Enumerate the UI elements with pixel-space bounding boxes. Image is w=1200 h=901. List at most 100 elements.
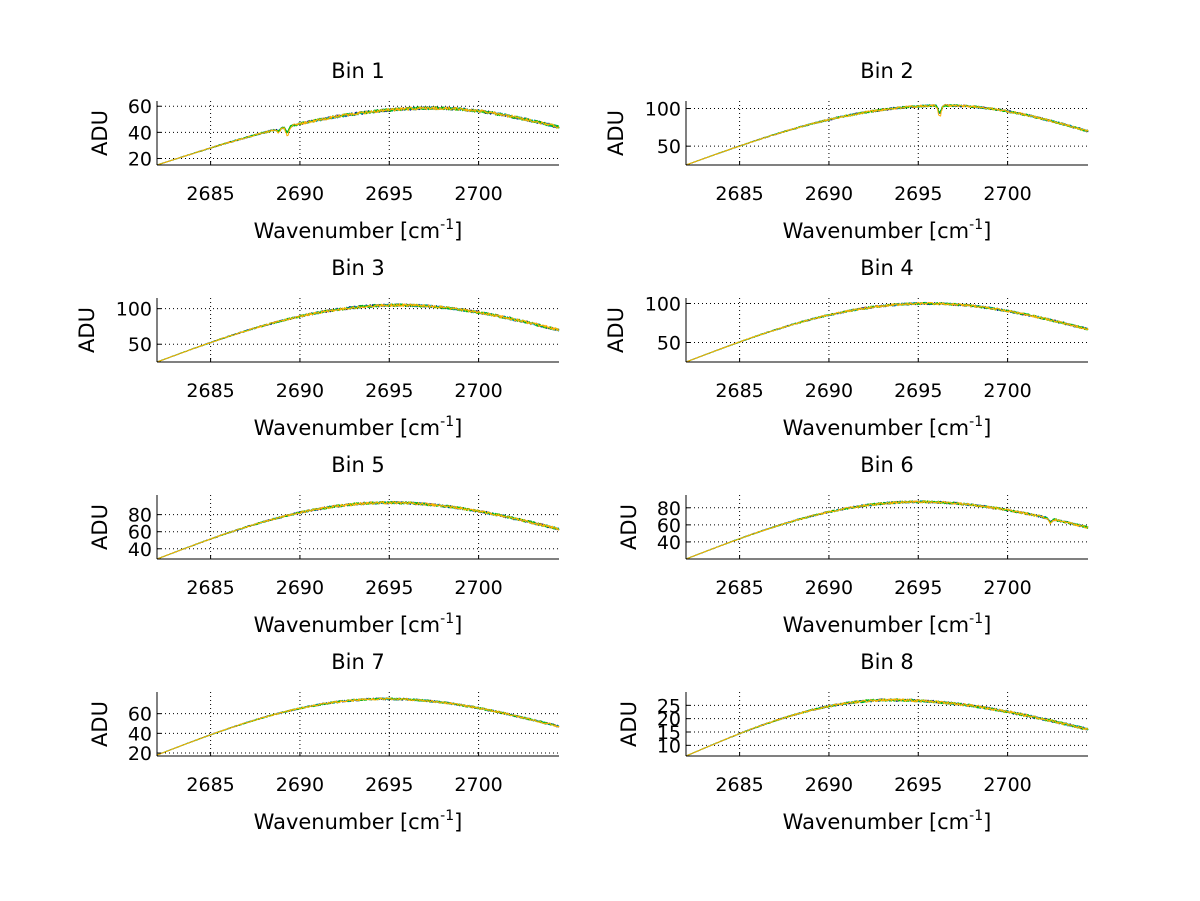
x-axis-label: Wavenumber [cm-1] — [254, 414, 463, 440]
y-tick-label: 20 — [128, 148, 152, 170]
x-tick-label: 2695 — [894, 577, 942, 599]
series-line-3 — [156, 500, 560, 560]
x-tick-label: 2700 — [983, 183, 1031, 205]
subplot-title: Bin 7 — [331, 650, 385, 674]
series-line-3 — [156, 106, 560, 166]
series-line-3 — [685, 301, 1089, 363]
series-line-1 — [685, 103, 1089, 166]
subplot-bin-4: 2685 2690 2695 2700 50 100 Bin 4 Wavenumber [cm… — [604, 256, 1089, 440]
series-line-4 — [156, 106, 560, 166]
subplot-bin-2: 2685 2690 2695 2700 50 100 Bin 2 Wavenumber [cm… — [604, 59, 1089, 243]
subplot-bin-3: 2685 2690 2695 2700 50 100 Bin 3 Wavenumber [cm… — [75, 256, 560, 440]
y-axis-label: ADU — [88, 504, 112, 550]
y-tick-label: 20 — [657, 709, 681, 731]
y-tick-label: 50 — [128, 334, 152, 356]
x-tick-label: 2695 — [894, 774, 942, 796]
x-tick-label: 2690 — [805, 183, 853, 205]
x-axis-label: Wavenumber [cm-1] — [254, 611, 463, 637]
series-line-4 — [156, 500, 560, 560]
series-line-3 — [685, 698, 1089, 757]
series-line-2 — [685, 301, 1089, 363]
series-line-2 — [685, 698, 1089, 757]
y-axis-label: ADU — [604, 110, 628, 156]
x-tick-label: 2685 — [715, 380, 763, 402]
y-tick-label: 10 — [657, 735, 681, 757]
y-tick-label: 40 — [128, 723, 152, 745]
x-tick-label: 2685 — [715, 774, 763, 796]
subplot-title: Bin 5 — [331, 453, 385, 477]
y-tick-label: 20 — [128, 743, 152, 765]
series-line-3 — [685, 500, 1089, 560]
y-axis-label: ADU — [617, 701, 641, 747]
x-tick-label: 2695 — [365, 774, 413, 796]
y-tick-label: 60 — [657, 515, 681, 537]
x-tick-label: 2700 — [454, 774, 502, 796]
y-axis-label: ADU — [604, 307, 628, 353]
x-tick-label: 2690 — [276, 577, 324, 599]
x-tick-label: 2690 — [805, 380, 853, 402]
x-tick-label: 2700 — [454, 380, 502, 402]
y-tick-label: 60 — [128, 522, 152, 544]
series-line-3 — [156, 303, 560, 363]
x-axis-label: Wavenumber [cm-1] — [783, 414, 992, 440]
subplot-title: Bin 4 — [860, 256, 914, 280]
subplot-title: Bin 2 — [860, 59, 914, 83]
series-line-4 — [685, 698, 1089, 757]
y-axis-label: ADU — [75, 307, 99, 353]
x-tick-label: 2695 — [894, 183, 942, 205]
x-axis-label: Wavenumber [cm-1] — [783, 808, 992, 834]
x-tick-label: 2700 — [983, 577, 1031, 599]
y-axis-label: ADU — [88, 110, 112, 156]
y-tick-label: 100 — [645, 293, 681, 315]
x-tick-label: 2700 — [454, 577, 502, 599]
y-tick-label: 50 — [657, 332, 681, 354]
series-line-3 — [685, 104, 1089, 166]
series-line-4 — [156, 303, 560, 363]
x-tick-label: 2690 — [276, 380, 324, 402]
y-tick-label: 80 — [657, 498, 681, 520]
x-tick-label: 2695 — [365, 577, 413, 599]
x-axis-label: Wavenumber [cm-1] — [254, 808, 463, 834]
series-line-4 — [685, 500, 1089, 560]
x-tick-label: 2690 — [276, 183, 324, 205]
x-tick-label: 2700 — [983, 380, 1031, 402]
x-tick-label: 2690 — [276, 774, 324, 796]
series-line-2 — [156, 697, 560, 756]
series-line-1 — [156, 697, 560, 756]
y-tick-label: 100 — [645, 99, 681, 121]
y-tick-label: 15 — [657, 722, 681, 744]
x-tick-label: 2695 — [365, 183, 413, 205]
x-tick-label: 2695 — [894, 380, 942, 402]
x-tick-label: 2685 — [715, 183, 763, 205]
series-line-1 — [685, 698, 1089, 757]
y-tick-label: 80 — [128, 505, 152, 527]
x-axis-label: Wavenumber [cm-1] — [254, 217, 463, 243]
y-tick-label: 60 — [128, 96, 152, 118]
series-line-1 — [685, 500, 1089, 560]
subplot-title: Bin 6 — [860, 453, 914, 477]
x-tick-label: 2690 — [805, 577, 853, 599]
subplot-bin-1: 2685 2690 2695 2700 20 40 60 Bin 1 Wavenumber [c… — [88, 59, 560, 243]
series-line-2 — [156, 303, 560, 363]
subplot-title: Bin 3 — [331, 256, 385, 280]
series-line-1 — [156, 501, 560, 560]
series-line-2 — [685, 500, 1089, 560]
x-tick-label: 2685 — [186, 380, 234, 402]
x-tick-label: 2685 — [186, 577, 234, 599]
series-line-1 — [156, 303, 560, 363]
y-tick-label: 40 — [128, 539, 152, 561]
y-tick-label: 25 — [657, 695, 681, 717]
series-line-4 — [685, 301, 1089, 363]
x-tick-label: 2700 — [454, 183, 502, 205]
subplot-title: Bin 8 — [860, 650, 914, 674]
series-line-2 — [685, 104, 1089, 166]
x-tick-label: 2700 — [983, 774, 1031, 796]
series-line-4 — [156, 697, 560, 756]
y-tick-label: 60 — [128, 704, 152, 726]
y-tick-label: 50 — [657, 136, 681, 158]
series-line-3 — [156, 697, 560, 756]
